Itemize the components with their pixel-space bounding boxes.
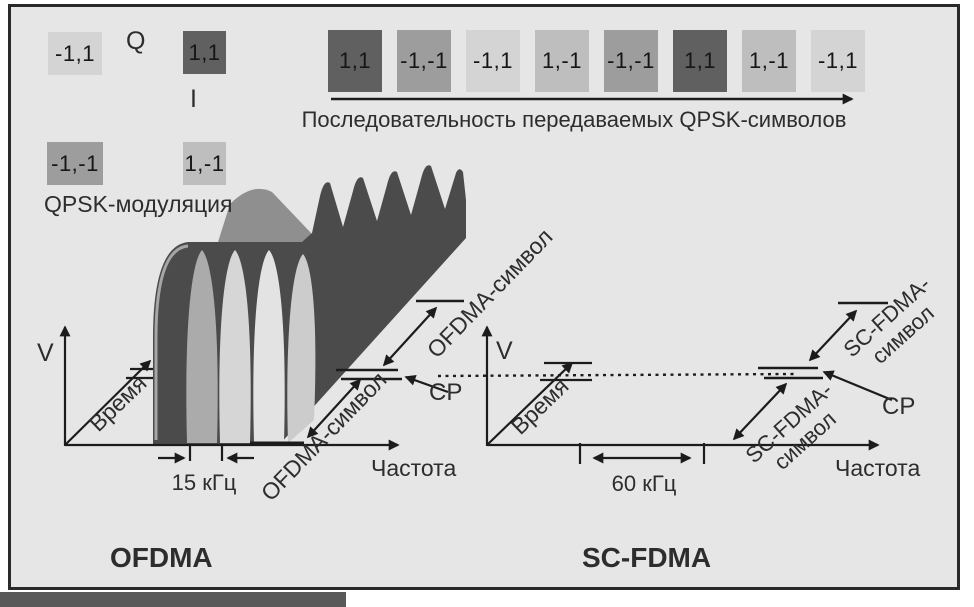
sequence-symbol-square: 1,1 bbox=[328, 30, 382, 92]
sequence-symbol-square: -1,-1 bbox=[397, 30, 451, 92]
scfdma-cp-label: CP bbox=[882, 393, 916, 420]
sequence-symbol-square: -1,1 bbox=[466, 30, 520, 92]
ofdma-title: OFDMA bbox=[110, 542, 213, 573]
qpsk-caption: QPSK-модуляция bbox=[44, 191, 233, 217]
qpsk-point-square: 1,1 bbox=[183, 31, 226, 74]
sequence-symbol-square: 1,-1 bbox=[742, 30, 796, 92]
qpsk-point-square: -1,-1 bbox=[47, 142, 103, 185]
ofdma-subcarrier-spacing-label: 15 кГц bbox=[171, 470, 237, 495]
i-axis-label: I bbox=[190, 85, 197, 113]
ofdma-v-axis-label: V bbox=[37, 339, 54, 367]
sequence-symbol-square: -1,-1 bbox=[604, 30, 658, 92]
qpsk-point-square: 1,-1 bbox=[183, 142, 226, 185]
scfdma-freq-axis-label: Частота bbox=[835, 455, 921, 481]
sequence-symbol-square: 1,-1 bbox=[535, 30, 589, 92]
sequence-symbol-square: 1,1 bbox=[673, 30, 727, 92]
scfdma-title: SC-FDMA bbox=[582, 542, 712, 573]
ofdma-freq-axis-label: Частота bbox=[371, 455, 457, 481]
bottom-bar bbox=[0, 592, 346, 607]
scfdma-v-axis-label: V bbox=[496, 337, 513, 365]
q-axis-label: Q bbox=[126, 27, 146, 55]
sequence-symbol-square: -1,1 bbox=[811, 30, 865, 92]
qpsk-point-square: -1,1 bbox=[48, 32, 102, 75]
ofdma-cp-label: CP bbox=[429, 379, 463, 406]
scfdma-subcarrier-spacing-label: 60 кГц bbox=[611, 471, 677, 496]
sequence-caption: Последовательность передаваемых QPSK-сим… bbox=[301, 107, 847, 132]
